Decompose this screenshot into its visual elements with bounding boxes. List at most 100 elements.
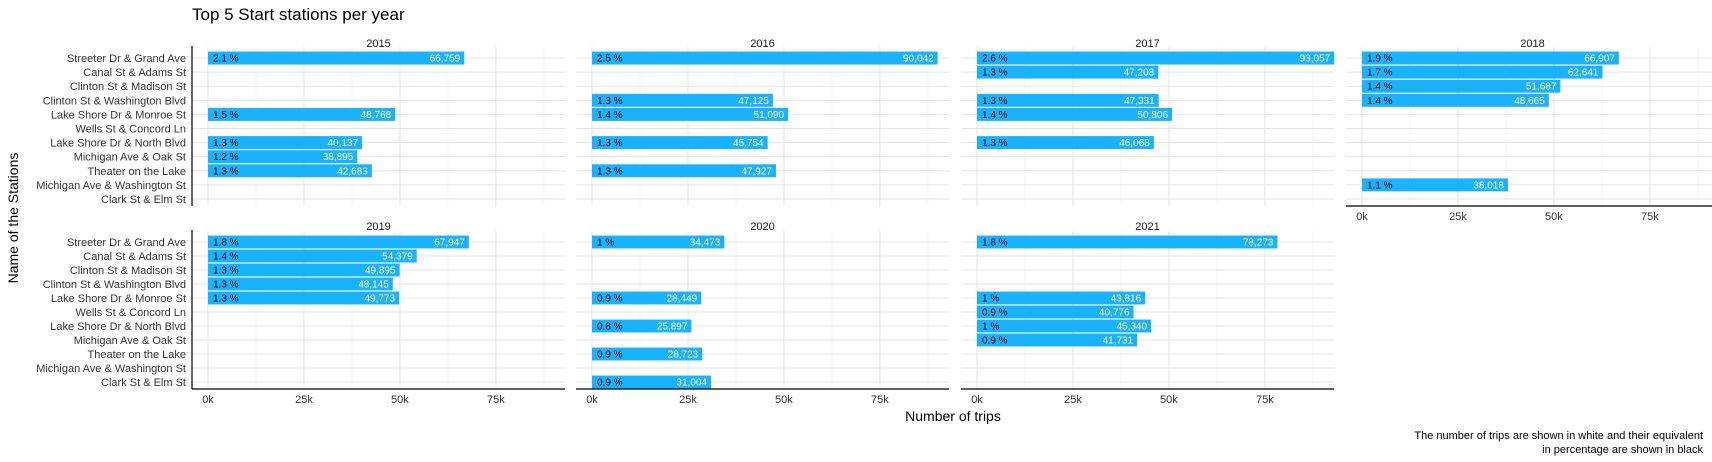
station-label-theater-on-the-lake: Theater on the Lake <box>88 349 186 361</box>
bar-rect <box>977 319 1152 333</box>
bar-percent-label: 2.1 % <box>213 54 239 65</box>
bar-value-label: 48,145 <box>358 280 389 291</box>
x-tick-label: 50k <box>775 394 793 406</box>
bar-rect <box>592 291 702 305</box>
bar-value-label: 47,927 <box>741 166 772 177</box>
station-label-lake-shore-dr-monroe-st: Lake Shore Dr & Monroe St <box>51 109 186 121</box>
x-tick-label: 25k <box>679 394 697 406</box>
bar-percent-label: 1.3 % <box>597 138 623 149</box>
station-label-lake-shore-dr-north-blvd: Lake Shore Dr & North Blvd <box>50 321 186 333</box>
station-label-wells-st-concord-ln: Wells St & Concord Ln <box>76 124 186 136</box>
x-tick-label: 75k <box>1641 211 1659 223</box>
bar-value-label: 66,759 <box>430 54 461 65</box>
station-label-streeter-dr-grand-ave: Streeter Dr & Grand Ave <box>67 237 186 249</box>
bar-2019-clinton-st-madison-st: 1.3 % 49,895 <box>208 263 400 277</box>
bar-percent-label: 1 % <box>982 322 999 333</box>
bar-value-label: 38,018 <box>1473 180 1504 191</box>
bar-percent-label: 1.3 % <box>213 294 239 305</box>
bar-percent-label: 1.3 % <box>982 68 1008 79</box>
station-label-clark-st-elm-st: Clark St & Elm St <box>101 377 186 389</box>
bar-value-label: 67,947 <box>434 238 465 249</box>
bar-value-label: 48,665 <box>1514 96 1545 107</box>
panel-2016: 2016 2.5 % 90,042 1.3 % 47,125 1.4 % 51,090 1.3… <box>576 38 949 206</box>
bar-percent-label: 0.9 % <box>597 350 623 361</box>
x-tick-label: 50k <box>391 394 409 406</box>
station-label-clinton-st-washington-blvd: Clinton St & Washington Blvd <box>43 95 186 107</box>
bar-percent-label: 2.5 % <box>597 54 623 65</box>
x-tick-label: 50k <box>1160 394 1178 406</box>
panel-title-2020: 2020 <box>750 221 774 233</box>
bar-2018-clinton-st-madison-st: 1.4 % 51,687 <box>1362 79 1561 93</box>
station-label-theater-on-the-lake: Theater on the Lake <box>88 166 186 178</box>
bar-2017-canal-st-adams-st: 1.3 % 47,208 <box>977 65 1159 79</box>
x-tick-label: 75k <box>1256 394 1274 406</box>
bar-value-label: 42,683 <box>337 166 368 177</box>
bar-2021-lake-shore-dr-monroe-st: 1 % 43,816 <box>977 291 1146 305</box>
bar-value-label: 40,137 <box>327 138 358 149</box>
bar-percent-label: 0.8 % <box>597 322 623 333</box>
bar-rect <box>977 65 1159 79</box>
bar-value-label: 62,641 <box>1568 68 1599 79</box>
bar-value-label: 48,768 <box>361 110 392 121</box>
bar-rect <box>592 347 703 361</box>
bar-rect <box>592 51 938 65</box>
panel-title-2019: 2019 <box>366 221 390 233</box>
station-label-wells-st-concord-ln: Wells St & Concord Ln <box>76 307 186 319</box>
station-label-streeter-dr-grand-ave: Streeter Dr & Grand Ave <box>67 53 186 65</box>
bar-2021-michigan-ave-oak-st: 0.9 % 41,731 <box>977 333 1138 347</box>
station-labels: Streeter Dr & Grand Ave Canal St & Adams … <box>36 53 186 389</box>
bar-rect <box>208 235 469 249</box>
bar-2021-streeter-dr-grand-ave: 1.8 % 78,273 <box>977 235 1278 249</box>
station-label-michigan-ave-oak-st: Michigan Ave & Oak St <box>74 152 186 164</box>
x-tick-label: 0k <box>586 394 598 406</box>
bar-percent-label: 1.3 % <box>982 96 1008 107</box>
bar-2017-lake-shore-dr-monroe-st: 1.4 % 50,806 <box>977 107 1173 121</box>
panel-title-2021: 2021 <box>1135 221 1159 233</box>
bar-rect <box>1362 65 1603 79</box>
bar-percent-label: 1.7 % <box>1367 68 1393 79</box>
bar-percent-label: 1.4 % <box>1367 96 1393 107</box>
bar-value-label: 51,090 <box>754 110 785 121</box>
station-label-lake-shore-dr-north-blvd: Lake Shore Dr & North Blvd <box>50 138 186 150</box>
bar-percent-label: 1.1 % <box>1367 180 1393 191</box>
bar-2020-streeter-dr-grand-ave: 1 % 34,473 <box>592 235 725 249</box>
bar-2016-clinton-st-washington-blvd: 1.3 % 47,125 <box>592 93 773 107</box>
bar-2021-wells-st-concord-ln: 0.9 % 40,776 <box>977 305 1134 319</box>
station-label-canal-st-adams-st: Canal St & Adams St <box>83 251 186 263</box>
station-label-clinton-st-madison-st: Clinton St & Madison St <box>70 81 186 93</box>
bar-value-label: 34,473 <box>690 238 721 249</box>
bar-percent-label: 0.9 % <box>982 308 1008 319</box>
bar-percent-label: 1.4 % <box>213 252 239 263</box>
panel-title-2015: 2015 <box>366 38 390 50</box>
x-tick-label: 75k <box>487 394 505 406</box>
bar-rect <box>977 51 1335 65</box>
bar-2016-theater-on-the-lake: 1.3 % 47,927 <box>592 164 776 177</box>
bar-percent-label: 0.9 % <box>982 336 1008 347</box>
bar-percent-label: 1.4 % <box>1367 82 1393 93</box>
bar-percent-label: 1.8 % <box>213 238 239 249</box>
bar-rect <box>1362 79 1561 93</box>
caption-line-2: in percentage are shown in black <box>1542 444 1703 456</box>
bar-value-label: 78,273 <box>1243 238 1274 249</box>
bar-percent-label: 1 % <box>597 238 614 249</box>
bar-rect <box>208 150 358 164</box>
bar-percent-label: 1 % <box>982 294 999 305</box>
bar-rect <box>592 93 773 107</box>
bar-2015-theater-on-the-lake: 1.3 % 42,683 <box>208 164 372 177</box>
bar-value-label: 47,208 <box>1124 68 1155 79</box>
bar-value-label: 51,687 <box>1526 82 1557 93</box>
bar-rect <box>1362 178 1508 192</box>
bar-value-label: 50,806 <box>1137 110 1168 121</box>
bar-rect <box>592 319 692 333</box>
bar-value-label: 49,773 <box>364 294 395 305</box>
bar-value-label: 28,723 <box>668 350 699 361</box>
bar-value-label: 54,379 <box>382 252 413 263</box>
bar-2015-streeter-dr-grand-ave: 2.1 % 66,759 <box>208 51 465 65</box>
bar-2016-lake-shore-dr-north-blvd: 1.3 % 45,754 <box>592 136 768 149</box>
bar-2019-clinton-st-washington-blvd: 1.3 % 48,145 <box>208 277 393 291</box>
bar-2019-canal-st-adams-st: 1.4 % 54,379 <box>208 249 417 263</box>
